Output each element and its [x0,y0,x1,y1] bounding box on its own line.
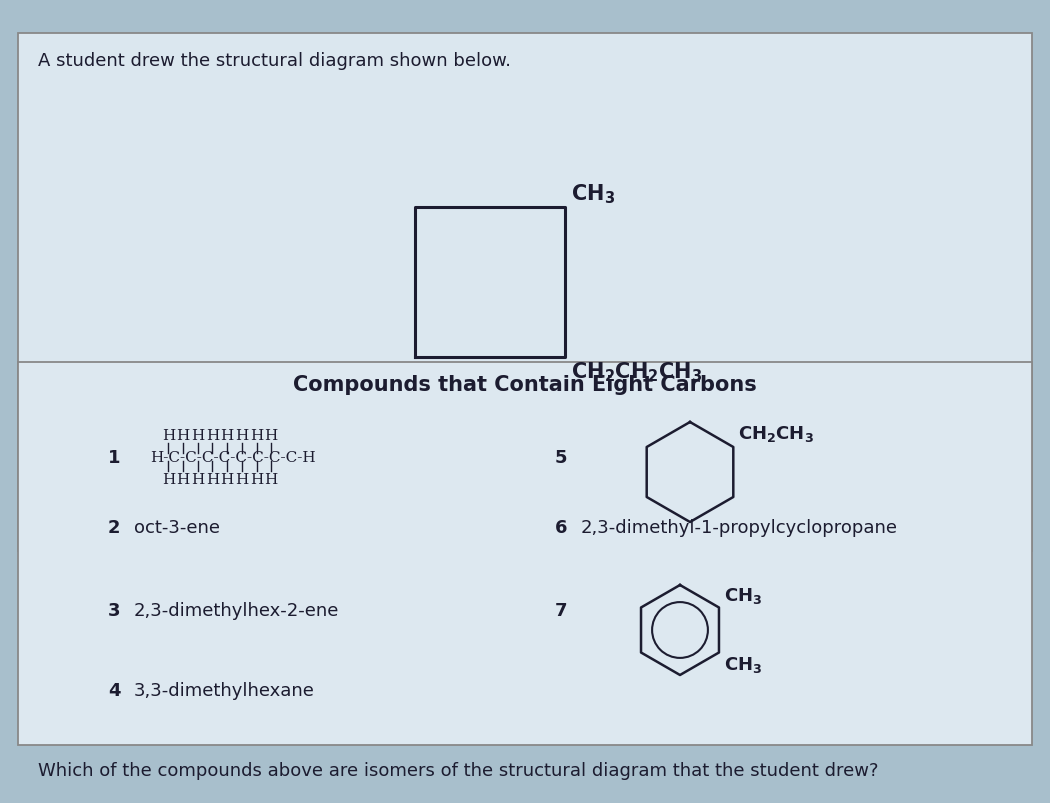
Text: oct-3-ene: oct-3-ene [134,519,220,536]
Bar [18,34,1032,552]
Text: 3,3-dimethylhexane: 3,3-dimethylhexane [134,681,315,699]
Text: H: H [191,429,205,442]
Text: $\mathregular{CH_2CH_2CH_3}$: $\mathregular{CH_2CH_2CH_3}$ [571,360,702,383]
Text: 3: 3 [108,601,121,619]
Text: H: H [235,472,249,487]
Text: H: H [220,429,234,442]
Text: H: H [220,472,234,487]
Text: 1: 1 [108,448,121,467]
Text: H: H [265,472,278,487]
Text: $\mathregular{CH_2CH_3}$: $\mathregular{CH_2CH_3}$ [738,423,814,443]
Text: 2: 2 [108,519,121,536]
Text: 2,3-dimethyl-1-propylcyclopropane: 2,3-dimethyl-1-propylcyclopropane [581,519,898,536]
Text: H: H [162,429,175,442]
Text: H: H [250,472,264,487]
Text: $\mathregular{CH_3}$: $\mathregular{CH_3}$ [723,585,762,605]
Text: H: H [206,472,219,487]
Text: H: H [265,429,278,442]
Text: H: H [176,472,190,487]
Text: H: H [191,472,205,487]
Text: H: H [235,429,249,442]
Text: 4: 4 [108,681,121,699]
Text: H: H [176,429,190,442]
Text: $\mathregular{CH_3}$: $\mathregular{CH_3}$ [571,182,615,206]
Text: 6: 6 [555,519,567,536]
Text: H: H [206,429,219,442]
Text: Compounds that Contain Eight Carbons: Compounds that Contain Eight Carbons [293,374,757,394]
Text: A student drew the structural diagram shown below.: A student drew the structural diagram sh… [38,52,511,70]
Text: Which of the compounds above are isomers of the structural diagram that the stud: Which of the compounds above are isomers… [38,761,879,779]
Text: H-C-C-C-C-C-C-C-C-H: H-C-C-C-C-C-C-C-C-H [150,450,316,464]
Text: 5: 5 [555,448,567,467]
Text: H: H [250,429,264,442]
Text: $\mathregular{CH_3}$: $\mathregular{CH_3}$ [723,654,762,675]
Text: H: H [162,472,175,487]
Text: 7: 7 [555,601,567,619]
Text: 2,3-dimethylhex-2-ene: 2,3-dimethylhex-2-ene [134,601,339,619]
Bar [18,362,1032,745]
